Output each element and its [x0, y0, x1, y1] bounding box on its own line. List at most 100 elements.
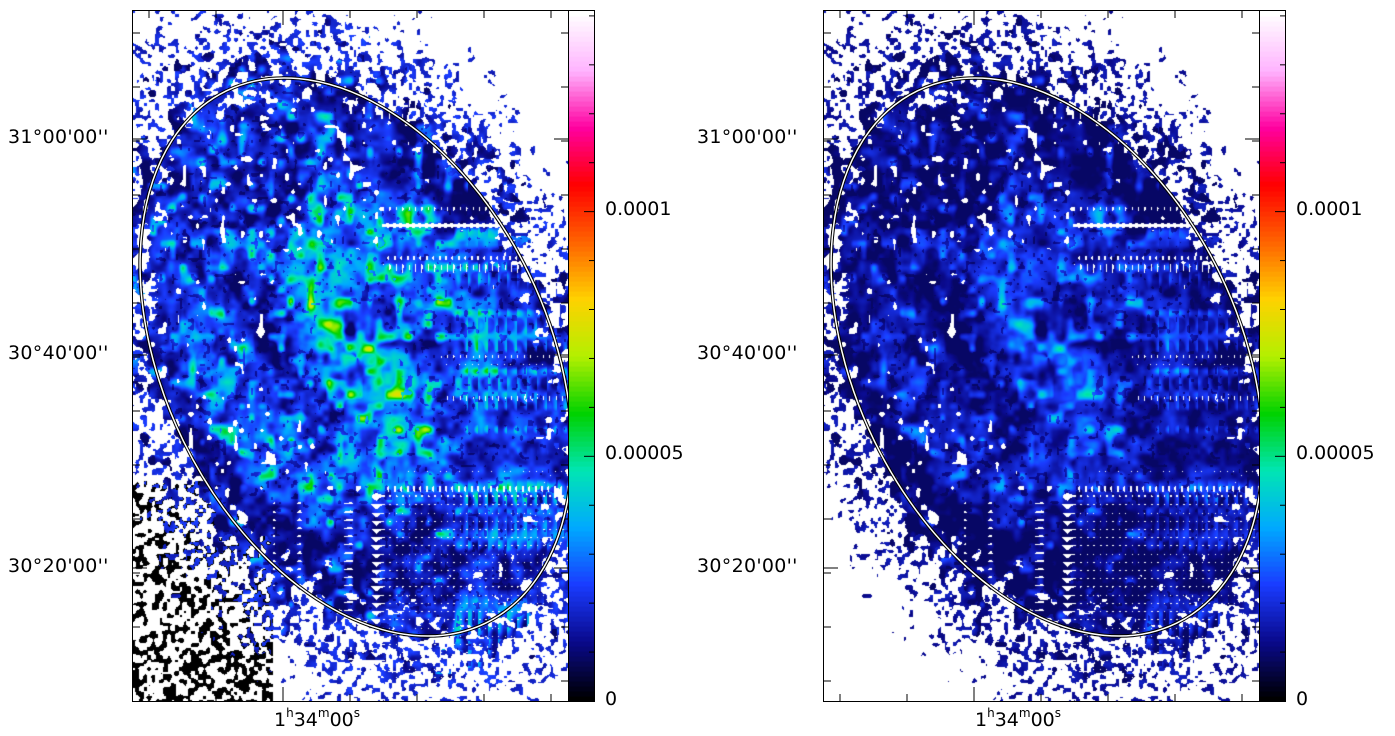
- colorbar-segment: [1260, 281, 1285, 287]
- colorbar-segment: [1260, 71, 1285, 77]
- colorbar-segment: [569, 31, 594, 37]
- colorbar-segment: [569, 166, 594, 172]
- colorbar-segment: [569, 141, 594, 147]
- colorbar-segment: [1260, 161, 1285, 167]
- right-axis-ticks: [824, 11, 1259, 701]
- colorbar-segment: [1260, 221, 1285, 227]
- colorbar-segment: [569, 236, 594, 242]
- colorbar-segment: [569, 216, 594, 222]
- colorbar-segment: [1260, 256, 1285, 262]
- colorbar-segment: [1260, 191, 1285, 197]
- colorbar-segment: [1260, 56, 1285, 62]
- colorbar-segment: [1260, 516, 1285, 522]
- colorbar-segment: [1260, 146, 1285, 152]
- colorbar-segment: [1260, 561, 1285, 567]
- colorbar-segment: [569, 671, 594, 677]
- colorbar-segment: [569, 691, 594, 697]
- colorbar-segment: [1260, 341, 1285, 347]
- colorbar-segment: [1260, 641, 1285, 647]
- colorbar-segment: [569, 76, 594, 82]
- right-aperture-ellipse: [829, 76, 1259, 638]
- left-dec-label-1: 31°00'00'': [8, 126, 109, 148]
- colorbar-segment: [569, 16, 594, 22]
- colorbar-segment: [569, 666, 594, 672]
- colorbar-segment: [569, 546, 594, 552]
- colorbar-segment: [569, 421, 594, 427]
- colorbar-segment: [569, 426, 594, 432]
- colorbar-segment: [569, 376, 594, 382]
- colorbar-segment: [569, 441, 594, 447]
- colorbar-segment: [569, 476, 594, 482]
- colorbar-segment: [1260, 311, 1285, 317]
- colorbar-segment: [569, 381, 594, 387]
- colorbar-segment: [1260, 336, 1285, 342]
- colorbar-segment: [569, 411, 594, 417]
- colorbar-segment: [1260, 196, 1285, 202]
- colorbar-segment: [569, 626, 594, 632]
- colorbar-segment: [1260, 371, 1285, 377]
- colorbar-segment: [569, 561, 594, 567]
- colorbar-segment: [1260, 151, 1285, 157]
- colorbar-segment: [1260, 396, 1285, 402]
- colorbar-segment: [1260, 621, 1285, 627]
- colorbar-segment: [1260, 276, 1285, 282]
- colorbar-segment: [569, 101, 594, 107]
- colorbar-segment: [569, 611, 594, 617]
- left-axis-ticks: [133, 11, 568, 701]
- colorbar-segment: [569, 91, 594, 97]
- colorbar-segment: [569, 686, 594, 692]
- colorbar-segment: [1260, 471, 1285, 477]
- right-colorbar-label-mid: 0.00005: [1296, 442, 1375, 464]
- colorbar-segment: [1260, 566, 1285, 572]
- colorbar-segment: [569, 636, 594, 642]
- colorbar-segment: [1260, 351, 1285, 357]
- colorbar-segment: [569, 371, 594, 377]
- colorbar-segment: [569, 246, 594, 252]
- colorbar-segment: [1260, 551, 1285, 557]
- colorbar-segment: [1260, 406, 1285, 412]
- colorbar-segment: [1260, 656, 1285, 662]
- colorbar-segment: [569, 601, 594, 607]
- colorbar-segment: [569, 511, 594, 517]
- colorbar-segment: [1260, 681, 1285, 687]
- right-dec-label-2: 30°40'00'': [697, 342, 798, 364]
- colorbar-segment: [1260, 51, 1285, 57]
- right-overlay: [824, 11, 1259, 701]
- colorbar-segment: [569, 551, 594, 557]
- colorbar-segment: [569, 446, 594, 452]
- colorbar-segment: [1260, 601, 1285, 607]
- colorbar-segment: [569, 276, 594, 282]
- colorbar-segment: [569, 581, 594, 587]
- colorbar-segment: [569, 41, 594, 47]
- colorbar-segment: [1260, 536, 1285, 542]
- colorbar-segment: [1260, 11, 1285, 17]
- colorbar-segment: [1260, 556, 1285, 562]
- left-dec-label-3: 30°20'00'': [8, 555, 109, 577]
- colorbar-segment: [569, 321, 594, 327]
- colorbar-segment: [1260, 426, 1285, 432]
- colorbar-segment: [569, 136, 594, 142]
- left-ra-label: 1h34m00s: [274, 706, 361, 731]
- right-aperture-ellipse-inner: [830, 77, 1259, 637]
- colorbar-segment: [1260, 686, 1285, 692]
- colorbar-segment: [1260, 181, 1285, 187]
- colorbar-segment: [569, 131, 594, 137]
- colorbar-segment: [1260, 476, 1285, 482]
- colorbar-segment: [569, 11, 594, 17]
- colorbar-segment: [1260, 461, 1285, 467]
- right-colorbar: [1259, 10, 1286, 702]
- colorbar-segment: [1260, 331, 1285, 337]
- colorbar-segment: [1260, 76, 1285, 82]
- colorbar-segment: [1260, 111, 1285, 117]
- colorbar-segment: [1260, 301, 1285, 307]
- right-dec-label-1: 31°00'00'': [697, 126, 798, 148]
- colorbar-segment: [1260, 126, 1285, 132]
- colorbar-segment: [569, 206, 594, 212]
- colorbar-segment: [1260, 586, 1285, 592]
- colorbar-segment: [569, 606, 594, 612]
- right-dec-label-3: 30°20'00'': [697, 555, 798, 577]
- colorbar-segment: [569, 466, 594, 472]
- colorbar-segment: [1260, 46, 1285, 52]
- colorbar-segment: [1260, 31, 1285, 37]
- colorbar-segment: [1260, 231, 1285, 237]
